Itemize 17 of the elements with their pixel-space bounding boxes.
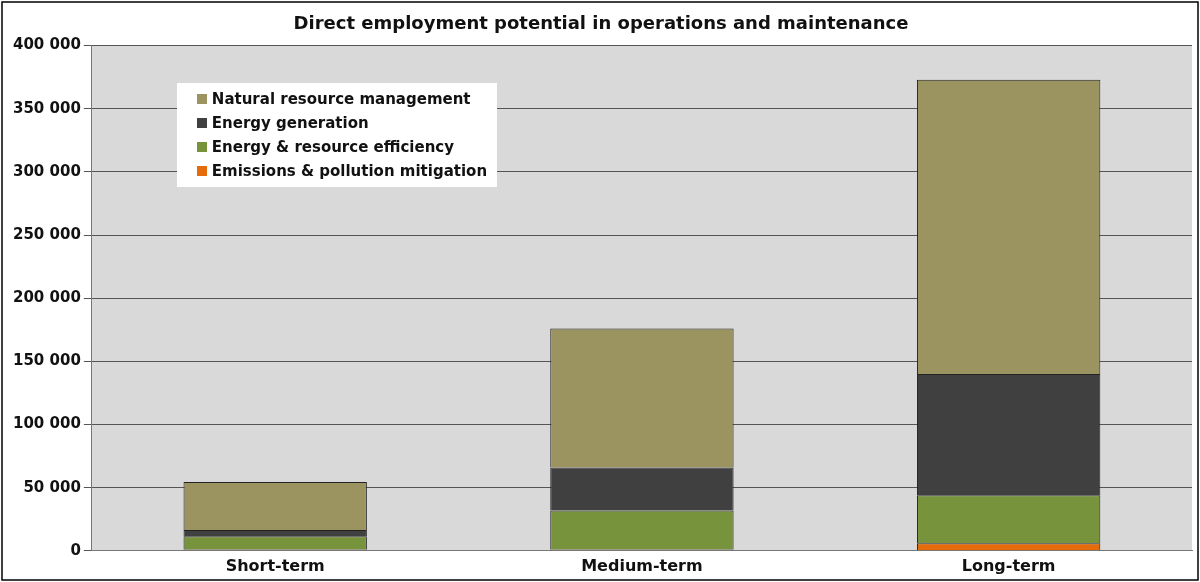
y-tick-label: 200 000 (12, 288, 81, 307)
legend-label: Energy generation (211, 113, 369, 132)
chart-title: Direct employment potential in operations and maintenance (293, 12, 909, 34)
y-tick-label: 150 000 (12, 351, 81, 370)
x-tick-label: Short-term (225, 555, 325, 575)
legend-label: Emissions & pollution mitigation (211, 161, 488, 180)
y-tick-label: 250 000 (12, 224, 81, 243)
y-tick-label: 400 000 (12, 35, 81, 54)
y-tick-label: 300 000 (12, 161, 81, 180)
legend-label: Natural resource management (211, 89, 471, 108)
x-tick-label: Long-term (961, 555, 1056, 575)
x-tick-label: Medium-term (581, 555, 703, 575)
y-tick-label: 50 000 (23, 477, 81, 496)
y-tick-label: 350 000 (12, 98, 81, 117)
legend-label: Energy & resource efficiency (211, 137, 455, 156)
y-tick-label: 100 000 (12, 414, 81, 433)
y-tick-label: 0 (70, 540, 81, 559)
